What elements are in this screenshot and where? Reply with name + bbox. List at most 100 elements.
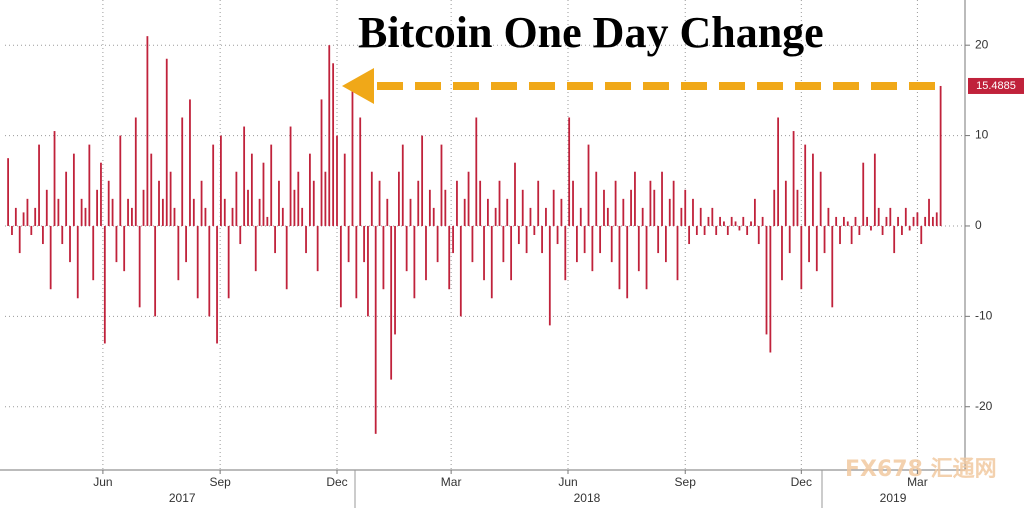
bar [45, 189, 48, 226]
bar [761, 216, 764, 226]
bar [463, 198, 466, 226]
bar [626, 225, 629, 299]
bar [668, 198, 671, 226]
bar [181, 117, 184, 226]
bar [552, 189, 555, 226]
bar [316, 225, 319, 272]
bar [483, 225, 485, 281]
bar [471, 225, 474, 263]
bar [637, 225, 640, 272]
bar [173, 207, 176, 226]
bar [858, 225, 861, 235]
bar [579, 207, 582, 226]
bar [634, 171, 636, 226]
x-tick-label: Dec [326, 475, 347, 489]
bar [394, 225, 396, 335]
bar [305, 225, 307, 254]
bar [881, 225, 884, 235]
bar [270, 144, 273, 226]
last-value-box [968, 77, 1024, 94]
bar [614, 180, 617, 226]
bar [386, 198, 389, 226]
bar [65, 171, 68, 226]
bar [405, 225, 408, 272]
bar [931, 216, 934, 226]
bar [750, 221, 752, 226]
bar [781, 225, 783, 281]
bar [169, 171, 172, 226]
x-tick-label: Dec [791, 475, 812, 489]
y-tick-label: -10 [975, 309, 993, 323]
bar [22, 212, 25, 226]
bar [11, 225, 13, 235]
bar [854, 216, 857, 226]
bar [378, 180, 381, 226]
bar [935, 212, 938, 226]
bar [664, 225, 667, 263]
bar [819, 171, 822, 226]
watermark: FX678 汇通网 [845, 457, 997, 482]
bar [138, 225, 141, 308]
bar [839, 225, 841, 245]
bar [572, 180, 574, 226]
bar [773, 189, 776, 226]
bar [456, 180, 458, 226]
bar [726, 225, 729, 235]
bar [846, 221, 849, 226]
x-tick-label: Mar [907, 475, 928, 489]
bar [339, 225, 342, 308]
bar [351, 85, 354, 226]
bar [250, 153, 253, 226]
bar [200, 180, 203, 226]
bar [328, 45, 331, 226]
bar [347, 225, 350, 263]
bar [506, 198, 509, 226]
bar [873, 153, 876, 226]
bar [514, 162, 516, 226]
bar [258, 198, 261, 226]
bar [146, 36, 149, 226]
bar [595, 171, 598, 226]
bar [916, 212, 919, 226]
bar [908, 225, 911, 231]
bar [510, 225, 513, 281]
bar [359, 117, 362, 226]
x-tick-label: Jun [558, 475, 577, 489]
bar [622, 198, 625, 226]
bar [401, 144, 404, 226]
year-label: 2017 [169, 491, 196, 505]
y-tick-label: 0 [975, 218, 982, 232]
bar [692, 198, 694, 226]
bar [672, 180, 675, 226]
bar [92, 225, 95, 281]
bar [425, 225, 427, 281]
bar [53, 131, 56, 226]
bar [920, 225, 923, 245]
bar [189, 99, 191, 226]
bar [413, 225, 416, 299]
bar [734, 221, 737, 226]
bar [893, 225, 896, 254]
bar [723, 221, 725, 226]
bar [765, 225, 768, 335]
bar [42, 225, 44, 245]
bar [812, 153, 814, 226]
bar [370, 171, 373, 226]
bar [521, 189, 524, 226]
year-label: 2018 [574, 491, 601, 505]
bar [448, 225, 451, 290]
arrow-head [342, 68, 374, 104]
bar [336, 135, 338, 226]
bar [444, 189, 447, 226]
bar [610, 225, 613, 263]
bar [320, 99, 323, 226]
bar [827, 207, 830, 226]
bar [208, 225, 211, 317]
bar [475, 117, 478, 226]
bar [877, 207, 880, 226]
bar [154, 225, 157, 317]
bar [645, 225, 648, 290]
bar [703, 225, 706, 235]
bar [777, 117, 780, 226]
bar [192, 198, 195, 226]
